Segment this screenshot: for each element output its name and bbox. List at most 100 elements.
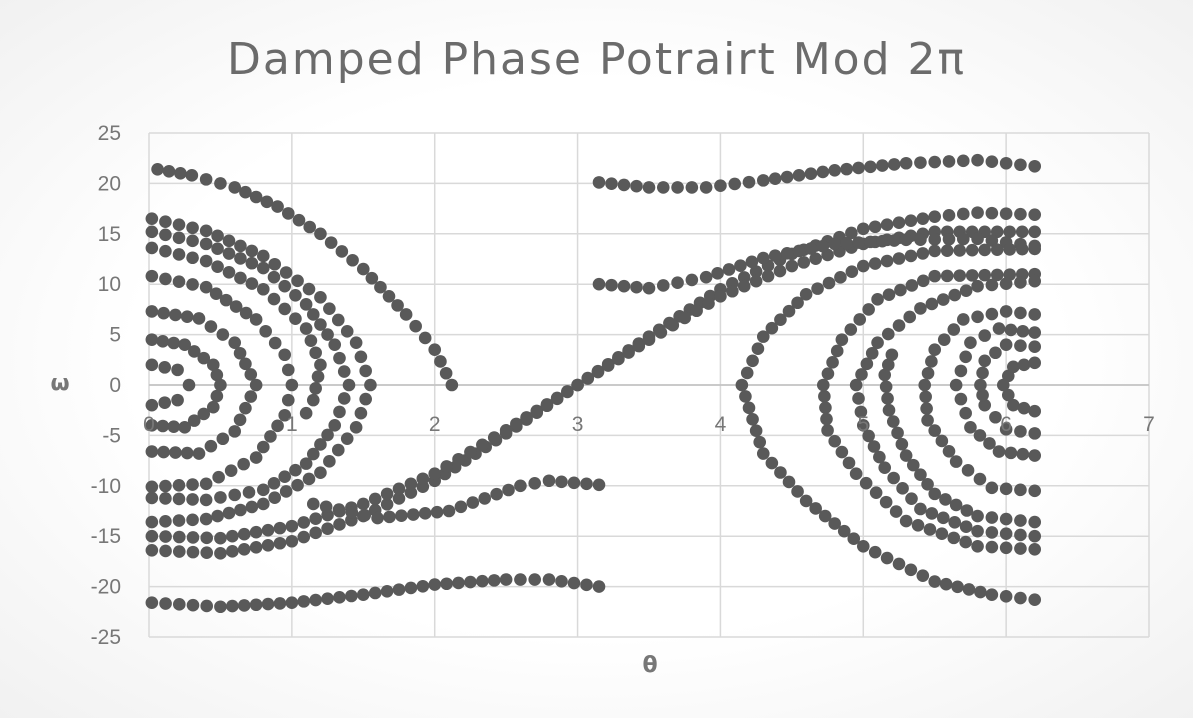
data-point [905, 279, 919, 292]
data-point [278, 279, 292, 293]
data-point [567, 576, 581, 590]
data-point [172, 478, 186, 492]
data-point [983, 437, 996, 450]
data-point [617, 279, 631, 293]
data-point [881, 392, 894, 405]
data-point [278, 302, 292, 316]
data-point [960, 504, 974, 517]
data-point [835, 333, 849, 346]
data-point [821, 367, 835, 380]
data-point [285, 378, 299, 392]
data-point [971, 310, 984, 324]
data-point [267, 292, 281, 306]
data-point [828, 434, 842, 448]
data-point [174, 167, 187, 180]
data-point [487, 574, 501, 587]
data-point [782, 304, 796, 318]
y-tick-label: -10 [91, 475, 121, 498]
data-point [428, 467, 442, 481]
data-point [1028, 593, 1042, 607]
data-point [821, 424, 834, 437]
data-point [226, 529, 239, 543]
data-point [404, 581, 418, 595]
data-point [906, 458, 920, 472]
data-point [271, 200, 284, 213]
data-point [735, 378, 749, 392]
data-point [291, 274, 304, 288]
y-tick-label: 15 [98, 223, 121, 246]
data-point [162, 165, 176, 178]
data-point [867, 440, 881, 453]
data-point [445, 378, 459, 392]
data-point [237, 527, 251, 541]
data-point [209, 287, 223, 300]
trajectory-12 [306, 474, 606, 525]
data-point [454, 500, 468, 514]
data-point [804, 242, 818, 255]
data-point [520, 411, 533, 424]
data-point [739, 390, 752, 403]
data-point [671, 181, 684, 194]
data-point [440, 577, 453, 591]
data-point [224, 464, 238, 477]
data-point [935, 434, 949, 448]
data-point [528, 476, 542, 490]
data-point [200, 546, 214, 560]
data-point [978, 354, 992, 368]
data-point [212, 470, 225, 484]
data-point [222, 247, 236, 260]
data-point [333, 405, 346, 419]
data-point [956, 154, 970, 168]
data-point [916, 569, 930, 582]
data-point [985, 278, 999, 292]
data-point [303, 220, 317, 234]
data-point [592, 580, 606, 593]
data-point [1028, 427, 1042, 440]
data-point [965, 269, 979, 282]
data-point [745, 255, 759, 269]
data-point [749, 274, 763, 288]
data-point [889, 505, 903, 518]
data-point [358, 508, 372, 522]
data-point [973, 472, 987, 486]
data-point [892, 252, 906, 265]
data-point [896, 482, 909, 495]
tick-labels: 0 1 2 3 4 5 6 7 25 20 15 10 5 0 -5 -10 -15 -20 -25 [91, 122, 1155, 649]
data-point [1014, 207, 1027, 221]
data-point [630, 280, 643, 294]
data-point [172, 248, 186, 261]
data-point [159, 597, 172, 610]
data-point [1028, 242, 1042, 256]
data-point [1028, 326, 1042, 339]
data-point [157, 445, 170, 459]
data-point [439, 366, 453, 380]
data-point [332, 503, 346, 516]
data-point [936, 293, 950, 306]
data-point [328, 338, 342, 351]
data-point [1017, 401, 1031, 415]
data-point [216, 328, 230, 341]
data-point [834, 271, 847, 284]
data-point [199, 224, 213, 238]
data-point [555, 475, 568, 489]
data-point [887, 234, 901, 247]
data-point [440, 460, 453, 473]
data-point [1014, 591, 1027, 605]
data-point [169, 308, 182, 322]
data-point [172, 598, 186, 611]
data-point [1014, 528, 1027, 542]
trajectory-2 [145, 212, 377, 529]
data-point [192, 312, 206, 325]
data-point [860, 357, 874, 371]
data-point [666, 318, 680, 332]
data-point [159, 244, 172, 258]
data-point [499, 573, 513, 586]
data-point [605, 177, 618, 190]
data-point [974, 585, 987, 599]
data-point [335, 245, 349, 258]
data-point [145, 445, 159, 458]
x-tick-label: 0 [143, 413, 155, 436]
data-point [172, 492, 186, 506]
data-point [728, 177, 742, 191]
